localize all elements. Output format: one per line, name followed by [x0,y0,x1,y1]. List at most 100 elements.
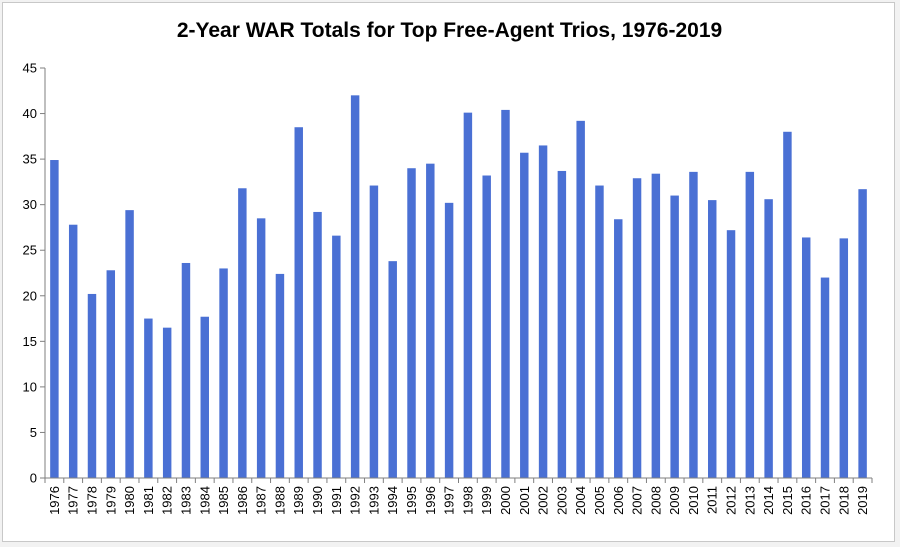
bar-2015 [783,131,792,478]
x-tick-label: 1980 [122,486,137,515]
y-tick-label: 15 [23,334,37,349]
bar-1982 [162,327,172,478]
bar-2008 [651,173,661,478]
bar-2019 [858,189,867,478]
bar-1995 [407,168,416,478]
bar-2000 [501,109,510,479]
bar-2012 [726,230,736,478]
bar-1981 [144,318,153,478]
bar-2018 [839,238,849,478]
x-tick-label: 1987 [254,486,269,515]
x-tick-label: 1978 [84,486,99,515]
x-tick-label: 2007 [630,486,645,515]
x-tick-label: 2001 [517,486,532,515]
x-tick-label: 1990 [310,486,325,515]
y-tick-label: 20 [23,288,37,303]
bar-2004 [576,120,585,478]
x-tick-label: 1998 [460,486,475,515]
x-tick-label: 1981 [141,486,156,515]
bar-2009 [670,195,679,479]
x-tick-label: 1993 [366,486,381,515]
bar-1992 [350,95,360,478]
x-tick-label: 2015 [780,486,795,515]
y-tick-label: 45 [23,61,37,76]
x-tick-label: 1982 [160,486,175,515]
x-tick-label: 1996 [423,486,438,515]
bar-1980 [125,210,134,478]
bar-2014 [764,199,773,478]
x-tick-label: 2002 [536,486,551,515]
bar-1979 [106,270,116,478]
x-tick-label: 1986 [235,486,250,515]
bar-2017 [820,277,830,478]
bar-1989 [294,127,303,478]
x-tick-label: 1988 [272,486,287,515]
x-tick-label: 2010 [686,486,701,515]
bar-1984 [200,316,209,478]
x-tick-label: 1976 [47,486,62,515]
x-tick-label: 1977 [66,486,81,515]
bar-1991 [332,235,341,478]
bar-2006 [614,219,623,478]
y-tick-label: 40 [23,106,37,121]
y-tick-label: 35 [23,152,37,167]
x-tick-label: 1997 [442,486,457,515]
x-tick-label: 2008 [648,486,663,515]
x-tick-label: 1983 [178,486,193,515]
bar-2002 [538,145,548,478]
bar-2007 [632,178,642,478]
x-tick-label: 1994 [385,486,400,515]
bar-1994 [388,261,397,478]
x-tick-label: 2006 [611,486,626,515]
x-tick-label: 2016 [799,486,814,515]
x-tick-label: 2014 [761,486,776,515]
bar-1999 [482,175,491,478]
bar-2005 [595,185,604,479]
bar-2001 [520,152,529,478]
bar-2011 [708,200,717,478]
x-tick-label: 2000 [498,486,513,515]
x-tick-label: 2005 [592,486,607,515]
chart-title: 2-Year WAR Totals for Top Free-Agent Tri… [176,19,723,42]
x-tick-label: 2019 [855,486,870,515]
bar-2016 [801,237,811,478]
bar-1978 [87,293,97,478]
x-tick-label: 1985 [216,486,231,515]
x-tick-label: 1979 [103,486,118,515]
bar-1985 [219,268,228,478]
y-tick-label: 10 [23,379,37,394]
x-tick-label: 1989 [291,486,306,515]
y-tick-label: 25 [23,243,37,258]
x-tick-label: 1995 [404,486,419,515]
x-tick-label: 2013 [742,486,757,515]
bar-1996 [426,163,435,478]
x-tick-label: 1991 [329,486,344,515]
bar-1988 [275,273,285,478]
bar-2013 [745,171,755,478]
bar-1977 [68,224,78,478]
bar-2010 [689,171,698,478]
x-tick-label: 2003 [554,486,569,515]
bar-1990 [313,211,322,478]
y-tick-label: 0 [30,471,37,486]
x-tick-label: 2018 [836,486,851,515]
y-tick-label: 30 [23,197,37,212]
bar-1997 [444,202,454,478]
y-tick-label: 5 [30,425,37,440]
x-tick-label: 2017 [818,486,833,515]
x-tick-label: 1984 [197,486,212,515]
x-tick-label: 1999 [479,486,494,515]
x-tick-label: 2009 [667,486,682,515]
bar-1993 [369,185,379,479]
bar-1998 [463,112,473,479]
bar-1986 [238,188,247,478]
bar-1976 [50,160,59,478]
bar-1983 [181,262,191,478]
bar-2003 [557,170,567,478]
bar-1987 [256,218,266,479]
x-tick-label: 2012 [724,486,739,515]
x-tick-label: 2004 [573,486,588,515]
x-tick-label: 2011 [705,486,720,514]
x-tick-label: 1992 [348,486,363,515]
